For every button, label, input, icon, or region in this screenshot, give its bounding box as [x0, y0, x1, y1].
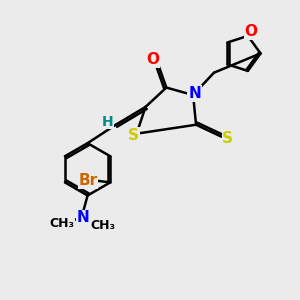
Text: Br: Br	[78, 173, 98, 188]
Text: O: O	[146, 52, 160, 67]
Text: H: H	[102, 115, 113, 129]
Text: O: O	[244, 24, 257, 39]
Text: N: N	[77, 210, 89, 225]
Text: N: N	[188, 86, 201, 101]
Text: CH₃: CH₃	[50, 217, 75, 230]
Text: S: S	[222, 130, 233, 146]
Text: CH₃: CH₃	[91, 219, 116, 232]
Text: S: S	[128, 128, 139, 142]
